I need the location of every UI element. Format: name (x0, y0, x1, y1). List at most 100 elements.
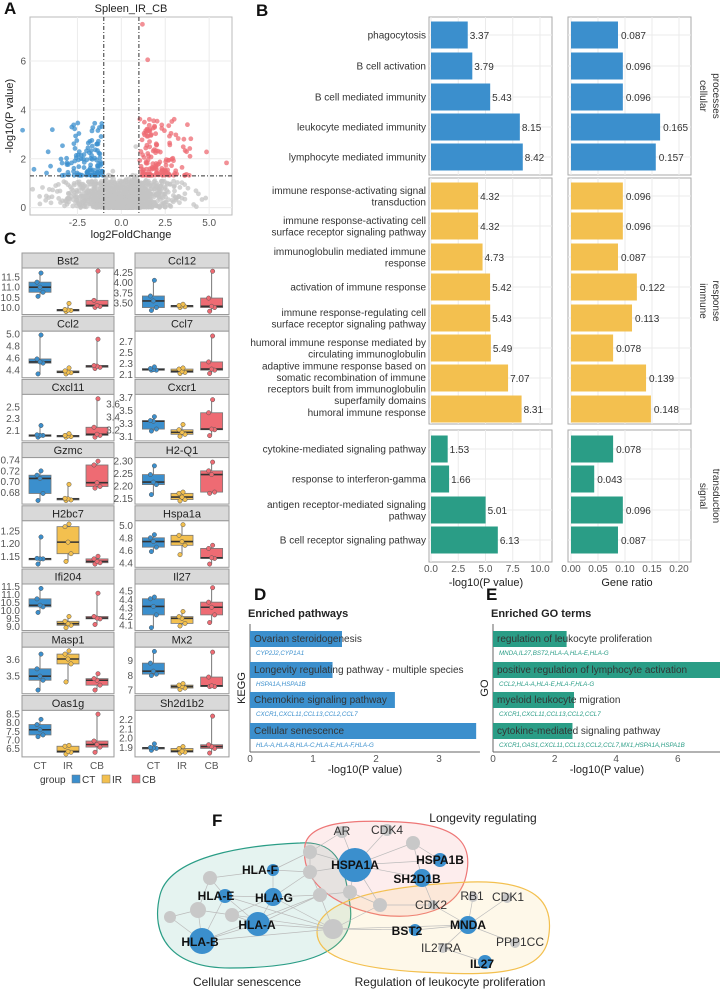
data-point (176, 614, 182, 620)
gene-point-up (144, 133, 150, 139)
gene-point-ns (43, 193, 49, 199)
network-node (409, 924, 421, 936)
gene-point-ns (182, 191, 188, 197)
network-node (225, 908, 239, 922)
gene-point-down (61, 172, 67, 178)
panel-letter: A (4, 0, 16, 18)
data-point (66, 614, 72, 619)
gene-point-up (138, 163, 144, 169)
data-point (151, 648, 157, 654)
gene-point-down (97, 151, 103, 157)
gene-point-up (163, 170, 169, 176)
data-point (92, 749, 98, 755)
data-point (153, 671, 159, 677)
network-node (190, 902, 206, 918)
gene-point-ns (122, 190, 128, 196)
y-tick-label: 3.3 (119, 419, 133, 430)
gene-point-down (31, 166, 37, 172)
gene-point-ns (177, 200, 182, 206)
gene-point-ns (65, 182, 71, 188)
data-point (35, 561, 41, 567)
data-point (209, 604, 215, 610)
gene-point-ns (128, 185, 133, 191)
legend-label: CB (142, 775, 156, 786)
network-edge (272, 896, 334, 930)
data-point (38, 468, 44, 474)
gene-point-down (76, 164, 82, 170)
x-tick-label: 0 (490, 754, 496, 765)
gene-point-ns (141, 192, 147, 197)
gene-point-ns (85, 189, 91, 195)
gene-point-down (81, 156, 86, 162)
data-point (35, 293, 41, 299)
data-point (34, 722, 40, 727)
bar-ratio-label: 0.087 (621, 536, 646, 547)
gene-name: Gzmc (54, 445, 83, 457)
data-point (207, 561, 213, 567)
x-tick-label: 5.0 (479, 564, 493, 575)
data-point (95, 671, 101, 677)
gene-point-down (76, 131, 82, 136)
data-point (212, 489, 218, 495)
legend-swatch (131, 774, 141, 784)
data-point (95, 590, 101, 596)
plot-title: Spleen_IR_CB (95, 3, 168, 15)
data-point (210, 542, 216, 548)
bar-ratio-label: 0.043 (597, 475, 622, 486)
gene-list: CYP2J2,CYP1A1 (256, 650, 304, 657)
gene-point-down (72, 146, 78, 151)
gene-name: Cxcl11 (52, 382, 85, 394)
data-point (66, 431, 72, 437)
panel-a-volcano: Spleen_IR_CB -2.5 0.0 2.5 5.0 0 2 4 6 log2FoldCha… (4, 3, 233, 241)
y-tick-label: 2.7 (119, 337, 133, 348)
gene-point-down (69, 160, 74, 166)
gene-point-ns (172, 183, 177, 189)
node-label: AR (334, 824, 351, 838)
gene-point-ns (143, 198, 148, 204)
gene-point-down (49, 127, 55, 133)
panel-b-go-bars: 3.37 0.087 phagocytosis 3.79 0.096 B cell act… (250, 16, 720, 589)
network-node (381, 824, 393, 836)
gene-point-ns (117, 178, 122, 184)
y-axis-title: GO (479, 679, 491, 697)
gene-name: Mx2 (172, 635, 193, 647)
network-edge (201, 928, 334, 942)
bar-pvalue (431, 304, 491, 332)
data-point (182, 620, 188, 626)
data-point (66, 365, 72, 371)
gene-point-down (75, 120, 81, 126)
data-point (35, 734, 41, 740)
legend-label: CT (82, 775, 95, 786)
data-point (62, 307, 68, 312)
network-node (336, 826, 348, 838)
bar-ratio (571, 465, 595, 493)
gene-point-ns (76, 201, 82, 207)
gene-point-down (48, 163, 53, 169)
network-node (373, 898, 387, 912)
data-point (38, 716, 44, 722)
data-point (147, 293, 153, 299)
bar-ratio (571, 243, 618, 271)
y-tick-label: 4.8 (119, 534, 133, 545)
y-tick-label: 10.5 (1, 293, 21, 304)
gene-point-up (147, 144, 153, 150)
bar-ratio (571, 182, 623, 210)
term-label: receptors built from immunoglobulin (268, 384, 426, 395)
y-tick-label: 11.0 (1, 283, 20, 294)
bar-value-label: 3.37 (470, 31, 490, 42)
gene-point-down (94, 141, 100, 147)
gene-point-up (173, 132, 179, 138)
y-tick-label: 10.0 (1, 303, 21, 314)
y-tick-label: 2.0 (119, 734, 133, 745)
data-point (151, 463, 157, 469)
data-point (62, 524, 68, 530)
gene-point-ns (95, 202, 100, 208)
gene-point-down (56, 167, 62, 173)
gene-point-ns (112, 188, 118, 193)
gene-point-up (166, 123, 172, 129)
y-tick-label: 4.1 (119, 620, 133, 631)
data-point (153, 544, 159, 550)
node-label-highlight: IL27 (470, 957, 494, 971)
gene-point-ns (146, 200, 152, 206)
gene-point-up (166, 157, 172, 163)
